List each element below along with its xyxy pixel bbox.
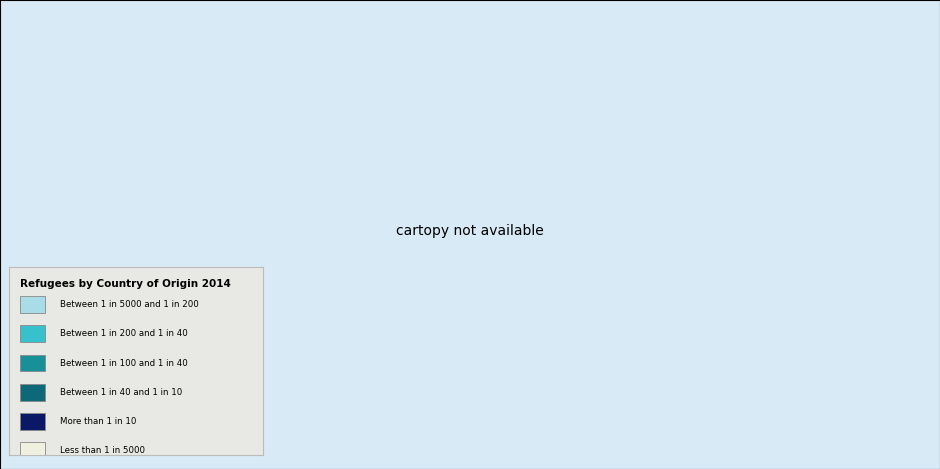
- Text: Between 1 in 5000 and 1 in 200: Between 1 in 5000 and 1 in 200: [60, 300, 199, 310]
- Text: cartopy not available: cartopy not available: [396, 224, 544, 237]
- Text: Between 1 in 100 and 1 in 40: Between 1 in 100 and 1 in 40: [60, 358, 188, 368]
- Text: Between 1 in 40 and 1 in 10: Between 1 in 40 and 1 in 10: [60, 387, 182, 397]
- FancyBboxPatch shape: [20, 355, 45, 371]
- FancyBboxPatch shape: [20, 296, 45, 313]
- FancyBboxPatch shape: [20, 442, 45, 459]
- FancyBboxPatch shape: [20, 413, 45, 430]
- Text: Between 1 in 200 and 1 in 40: Between 1 in 200 and 1 in 40: [60, 329, 188, 339]
- Text: Less than 1 in 5000: Less than 1 in 5000: [60, 446, 145, 455]
- FancyBboxPatch shape: [20, 384, 45, 401]
- Text: Refugees by Country of Origin 2014: Refugees by Country of Origin 2014: [20, 279, 230, 288]
- FancyBboxPatch shape: [20, 325, 45, 342]
- Text: More than 1 in 10: More than 1 in 10: [60, 416, 136, 426]
